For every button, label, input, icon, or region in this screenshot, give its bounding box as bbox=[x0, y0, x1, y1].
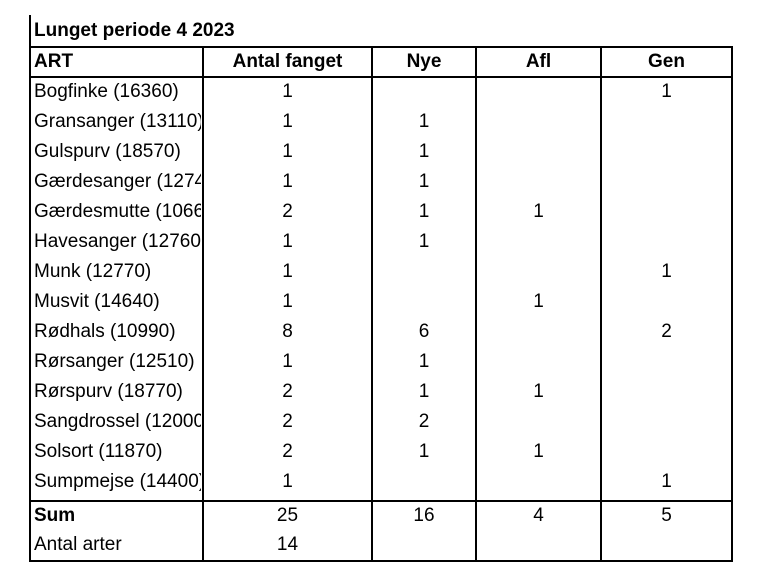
row-nye-cell: 1 bbox=[418, 231, 430, 252]
row-afl-cell: 1 bbox=[533, 291, 544, 312]
antal-arter-label: Antal arter bbox=[34, 534, 122, 555]
row-nye-cell: 1 bbox=[418, 201, 430, 222]
row-nye-cell bbox=[373, 467, 475, 497]
table-title: Lunget periode 4 2023 bbox=[34, 20, 235, 41]
row-antal-cell: 1 bbox=[282, 231, 293, 252]
row-art-cell: Rørsanger (12510) bbox=[34, 351, 195, 372]
row-art-cell: Havesanger (12760) bbox=[34, 231, 201, 252]
row-antal-cell: 2 bbox=[282, 381, 293, 402]
column-divider-afl bbox=[475, 46, 477, 562]
antal-arter-value: 14 bbox=[276, 534, 299, 555]
row-afl-cell bbox=[477, 407, 600, 437]
row-antal-cell: 2 bbox=[282, 441, 293, 462]
row-art-cell: Rørspurv (18770) bbox=[34, 381, 183, 402]
row-afl-cell: 1 bbox=[533, 381, 544, 402]
row-nye-cell: 2 bbox=[418, 411, 430, 432]
column-divider-gen bbox=[600, 46, 602, 562]
row-gen-cell bbox=[602, 287, 731, 317]
row-nye-cell: 1 bbox=[418, 351, 430, 372]
row-art-cell: Bogfinke (16360) bbox=[34, 81, 179, 102]
row-gen-cell bbox=[602, 167, 731, 197]
row-gen-cell bbox=[602, 137, 731, 167]
row-antal-cell: 1 bbox=[282, 171, 293, 192]
row-nye-cell: 1 bbox=[418, 111, 430, 132]
row-art-cell: Gransanger (13110) bbox=[34, 111, 201, 132]
header-afl: Afl bbox=[525, 51, 552, 72]
header-antal-fanget: Antal fanget bbox=[232, 51, 343, 72]
header-bottom-border bbox=[29, 76, 733, 78]
row-gen-cell bbox=[602, 407, 731, 437]
sum-nye: 16 bbox=[413, 505, 435, 526]
row-afl-cell bbox=[477, 77, 600, 107]
sum-afl: 4 bbox=[533, 505, 544, 526]
row-art-cell: Solsort (11870) bbox=[34, 441, 163, 462]
row-afl-cell bbox=[477, 347, 600, 377]
row-afl-cell: 1 bbox=[533, 201, 544, 222]
row-gen-cell bbox=[602, 437, 731, 467]
row-nye-cell: 6 bbox=[418, 321, 430, 342]
row-nye-cell bbox=[373, 77, 475, 107]
header-gen: Gen bbox=[648, 51, 685, 72]
left-border bbox=[29, 15, 31, 562]
sum-antal: 25 bbox=[276, 505, 299, 526]
row-afl-cell: 1 bbox=[533, 441, 544, 462]
row-art-cell: Sumpmejse (14400) bbox=[34, 471, 201, 492]
row-nye-cell: 1 bbox=[418, 141, 430, 162]
row-art-cell: Sangdrossel (12000) bbox=[34, 411, 201, 432]
row-nye-cell bbox=[373, 257, 475, 287]
row-afl-cell bbox=[477, 257, 600, 287]
table-top-border bbox=[29, 46, 733, 48]
row-art-cell: Munk (12770) bbox=[34, 261, 152, 282]
row-afl-cell bbox=[477, 167, 600, 197]
row-nye-cell: 1 bbox=[418, 441, 430, 462]
row-nye-cell bbox=[373, 287, 475, 317]
row-gen-cell: 1 bbox=[661, 471, 672, 492]
row-antal-cell: 8 bbox=[282, 321, 293, 342]
row-gen-cell bbox=[602, 347, 731, 377]
column-divider-antal bbox=[202, 46, 204, 562]
row-afl-cell bbox=[477, 227, 600, 257]
sum-label: Sum bbox=[34, 505, 76, 526]
row-antal-cell: 1 bbox=[282, 351, 293, 372]
row-gen-cell bbox=[602, 227, 731, 257]
row-afl-cell bbox=[477, 317, 600, 347]
row-art-cell: Musvit (14640) bbox=[34, 291, 160, 312]
row-art-cell: Rødhals (10990) bbox=[34, 321, 176, 342]
row-afl-cell bbox=[477, 137, 600, 167]
row-afl-cell bbox=[477, 107, 600, 137]
row-gen-cell bbox=[602, 107, 731, 137]
row-gen-cell bbox=[602, 377, 731, 407]
row-art-cell: Gærdesanger (12740) bbox=[34, 171, 201, 192]
row-antal-cell: 1 bbox=[282, 81, 293, 102]
row-afl-cell bbox=[477, 467, 600, 497]
header-nye: Nye bbox=[406, 51, 442, 72]
sum-gen: 5 bbox=[661, 505, 672, 526]
row-antal-cell: 2 bbox=[282, 411, 293, 432]
row-nye-cell: 1 bbox=[418, 171, 430, 192]
row-antal-cell: 1 bbox=[282, 111, 293, 132]
row-art-cell: Gulspurv (18570) bbox=[34, 141, 181, 162]
row-antal-cell: 2 bbox=[282, 201, 293, 222]
table-bottom-border bbox=[29, 560, 733, 562]
header-art: ART bbox=[34, 51, 74, 72]
row-gen-cell: 1 bbox=[661, 81, 672, 102]
row-antal-cell: 1 bbox=[282, 471, 293, 492]
row-antal-cell: 1 bbox=[282, 261, 293, 282]
row-gen-cell bbox=[602, 197, 731, 227]
row-art-cell: Gærdesmutte (10660) bbox=[34, 201, 201, 222]
row-gen-cell: 2 bbox=[661, 321, 672, 342]
row-antal-cell: 1 bbox=[282, 291, 293, 312]
row-antal-cell: 1 bbox=[282, 141, 293, 162]
row-nye-cell: 1 bbox=[418, 381, 430, 402]
sum-top-border bbox=[29, 500, 733, 502]
right-border bbox=[731, 46, 733, 562]
row-gen-cell: 1 bbox=[661, 261, 672, 282]
column-divider-nye bbox=[371, 46, 373, 562]
